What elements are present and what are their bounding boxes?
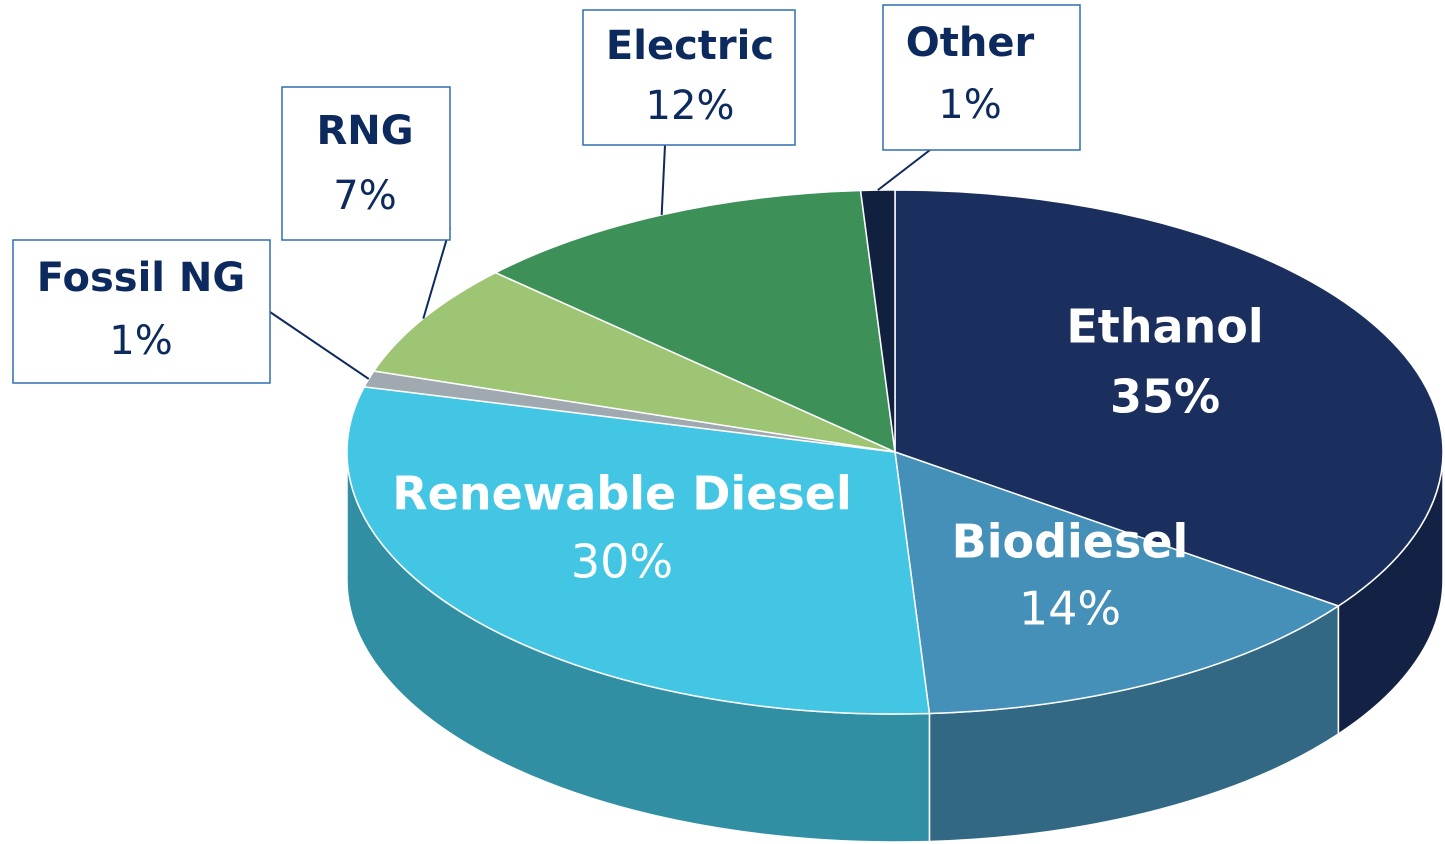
slice-label: RNG [316, 108, 413, 154]
slice-label: Other [906, 20, 1035, 66]
slice-value: 14% [1019, 582, 1121, 636]
slice-value: 12% [646, 83, 735, 129]
slice-value: 35% [1110, 370, 1220, 424]
slice [894, 189, 1444, 607]
slice-value: 1% [109, 318, 172, 364]
slice-label: Electric [606, 23, 774, 69]
leader-line [269, 311, 370, 380]
label-box [12, 239, 271, 384]
slice-label: Biodiesel [952, 515, 1189, 569]
slice-value: 1% [938, 82, 1001, 128]
leader-line [660, 144, 666, 215]
slice-label: Renewable Diesel [392, 467, 852, 521]
label-box [882, 4, 1081, 151]
label-box [281, 86, 451, 241]
slice-value: 30% [571, 535, 673, 589]
slice [894, 450, 1341, 715]
label-box [582, 9, 796, 146]
leader-line [422, 227, 451, 319]
slice-value: 7% [333, 173, 396, 219]
slice [493, 189, 896, 454]
slice [346, 386, 931, 715]
slice-label: Fossil NG [37, 255, 245, 301]
leader-line [877, 149, 931, 191]
slice-label: Ethanol [1066, 300, 1263, 354]
